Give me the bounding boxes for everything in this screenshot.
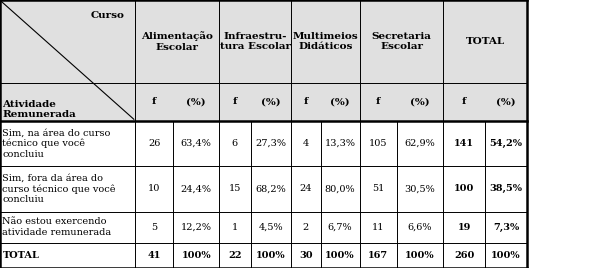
Text: 11: 11 xyxy=(372,223,384,232)
Text: 38,5%: 38,5% xyxy=(489,184,523,193)
Text: f: f xyxy=(462,97,467,106)
Text: 62,9%: 62,9% xyxy=(405,139,435,148)
Text: 100%: 100% xyxy=(325,251,355,260)
Text: 6: 6 xyxy=(232,139,238,148)
Text: 24,4%: 24,4% xyxy=(181,184,212,193)
Text: Sim, na área do curso
técnico que você
concluiu: Sim, na área do curso técnico que você c… xyxy=(2,128,111,159)
Text: 7,3%: 7,3% xyxy=(493,223,519,232)
Text: 12,2%: 12,2% xyxy=(181,223,212,232)
Text: Infraestru-
tura Escolar: Infraestru- tura Escolar xyxy=(220,32,290,51)
Text: 105: 105 xyxy=(369,139,387,148)
Text: Não estou exercendo
atividade remunerada: Não estou exercendo atividade remunerada xyxy=(2,217,112,237)
Text: 6,7%: 6,7% xyxy=(328,223,352,232)
Text: 41: 41 xyxy=(147,251,161,260)
Text: 260: 260 xyxy=(454,251,475,260)
Text: 4: 4 xyxy=(303,139,309,148)
Text: 80,0%: 80,0% xyxy=(325,184,356,193)
Text: 100%: 100% xyxy=(405,251,435,260)
Text: 2: 2 xyxy=(303,223,309,232)
Text: 10: 10 xyxy=(148,184,160,193)
Text: Curso: Curso xyxy=(90,11,124,20)
Bar xyxy=(0,0,527,83)
Text: 30,5%: 30,5% xyxy=(405,184,435,193)
Bar xyxy=(0,83,527,121)
Text: 26: 26 xyxy=(148,139,160,148)
Text: f: f xyxy=(152,97,157,106)
Text: Sim, fora da área do
curso técnico que você
concluiu: Sim, fora da área do curso técnico que v… xyxy=(2,174,116,204)
Text: 24: 24 xyxy=(300,184,312,193)
Text: 15: 15 xyxy=(228,184,241,193)
Text: 5: 5 xyxy=(151,223,157,232)
Text: 68,2%: 68,2% xyxy=(255,184,286,193)
Text: 54,2%: 54,2% xyxy=(489,139,523,148)
Text: (%): (%) xyxy=(496,97,516,106)
Text: 100%: 100% xyxy=(181,251,211,260)
Text: 100%: 100% xyxy=(256,251,286,260)
Text: 30: 30 xyxy=(299,251,313,260)
Text: f: f xyxy=(303,97,308,106)
Text: 13,3%: 13,3% xyxy=(325,139,356,148)
Text: (%): (%) xyxy=(330,97,350,106)
Text: (%): (%) xyxy=(187,97,206,106)
Text: 141: 141 xyxy=(454,139,474,148)
Text: 1: 1 xyxy=(231,223,238,232)
Text: 4,5%: 4,5% xyxy=(258,223,283,232)
Text: 167: 167 xyxy=(368,251,388,260)
Text: Alimentação
Escolar: Alimentação Escolar xyxy=(141,31,213,52)
Text: 22: 22 xyxy=(228,251,241,260)
Text: Secretaria
Escolar: Secretaria Escolar xyxy=(371,32,432,51)
Text: (%): (%) xyxy=(261,97,281,106)
Text: 19: 19 xyxy=(457,223,471,232)
Text: TOTAL: TOTAL xyxy=(2,251,39,260)
Text: 51: 51 xyxy=(372,184,384,193)
Text: 100%: 100% xyxy=(491,251,521,260)
Text: Multimeios
Didáticos: Multimeios Didáticos xyxy=(293,32,358,51)
Text: 27,3%: 27,3% xyxy=(255,139,286,148)
Text: f: f xyxy=(376,97,381,106)
Text: 100: 100 xyxy=(454,184,475,193)
Text: 63,4%: 63,4% xyxy=(181,139,212,148)
Text: 6,6%: 6,6% xyxy=(408,223,432,232)
Text: f: f xyxy=(233,97,237,106)
Text: TOTAL: TOTAL xyxy=(465,37,505,46)
Text: (%): (%) xyxy=(410,97,430,106)
Text: Atividade
Remunerada: Atividade Remunerada xyxy=(2,100,76,119)
